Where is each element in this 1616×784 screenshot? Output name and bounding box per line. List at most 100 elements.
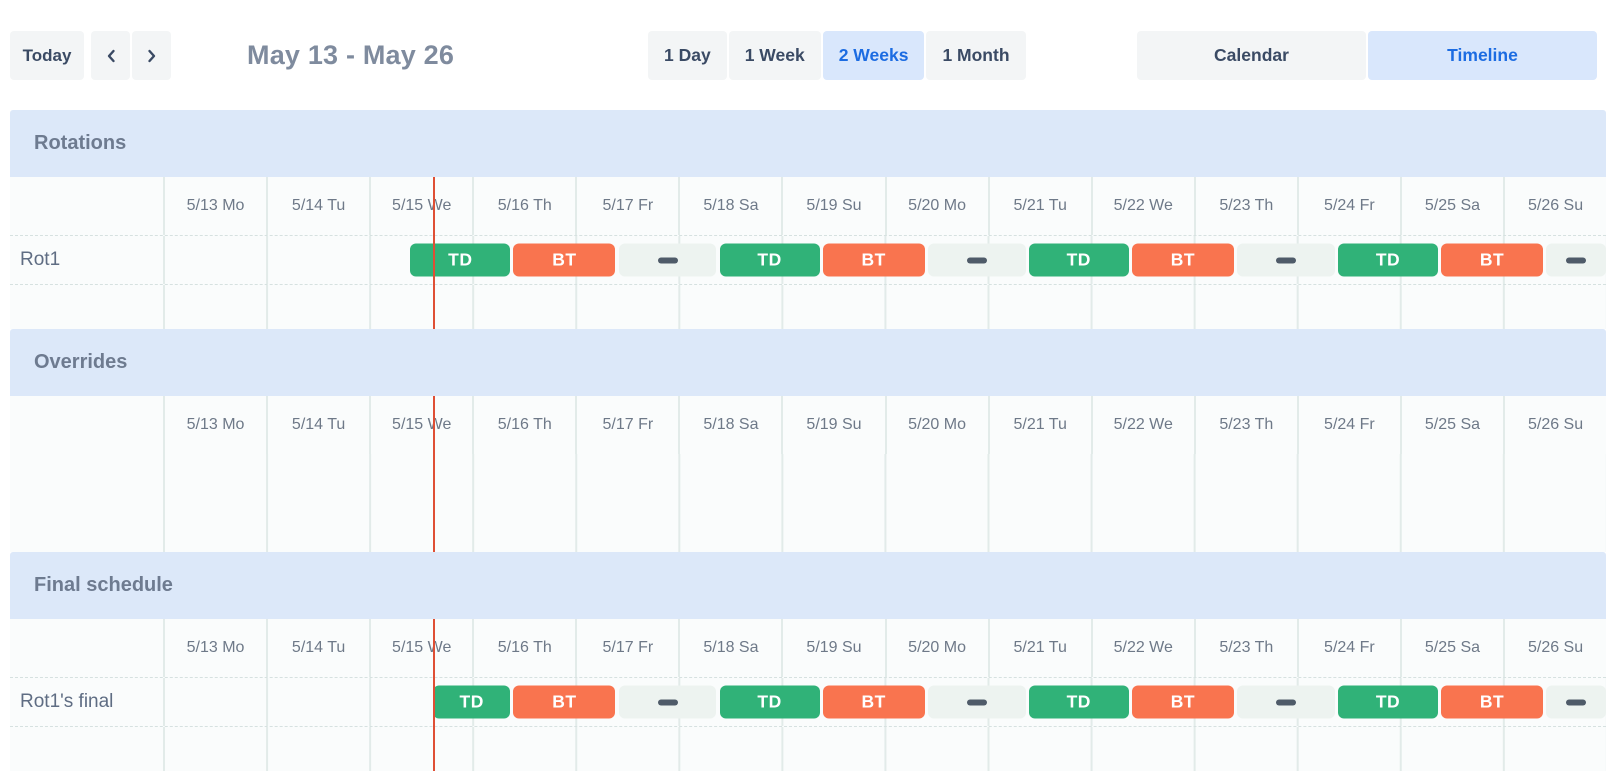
shift-bar-td[interactable]: TD [1338, 243, 1438, 277]
date-header-cell: 5/23 Th [1193, 619, 1297, 677]
schedule-row: Rot1's final TD BT TD BT TD BT TD BT [10, 677, 1606, 727]
view-1-month-button[interactable]: 1 Month [926, 31, 1026, 80]
section-header-rotations: Rotations [10, 110, 1606, 177]
empty-row-spacer [10, 454, 163, 552]
shift-bar-bt[interactable]: BT [1441, 685, 1544, 719]
schedule-lane: TD BT TD BT TD BT TD BT [163, 678, 1606, 726]
date-header-cell: 5/25 Sa [1399, 396, 1503, 454]
date-header-cell: 5/22 We [1090, 619, 1194, 677]
gap-indicator [1237, 685, 1335, 719]
shift-bar-td[interactable]: TD [719, 243, 820, 277]
empty-lane [163, 285, 1606, 329]
gap-indicator [1237, 243, 1335, 277]
date-header-cell: 5/15 We [369, 619, 472, 677]
timeline-mode-button[interactable]: Timeline [1368, 31, 1597, 80]
shift-bar-td[interactable]: TD [719, 685, 820, 719]
shift-bar-bt[interactable]: BT [1131, 685, 1234, 719]
dash-icon [657, 257, 678, 263]
current-time-indicator [433, 619, 436, 771]
schedule-row: Rot1 TD BT TD BT TD BT TD BT [10, 235, 1606, 285]
date-header-cell: 5/17 Fr [575, 177, 678, 235]
date-header-spacer [10, 619, 163, 677]
current-time-indicator [433, 177, 436, 329]
shift-bar-td[interactable]: TD [433, 685, 511, 719]
shift-bar-bt[interactable]: BT [1441, 243, 1544, 277]
dash-icon [657, 699, 678, 705]
chevron-left-icon [105, 48, 117, 64]
chevron-right-icon [146, 48, 158, 64]
shift-bar-bt[interactable]: BT [822, 243, 925, 277]
date-header-row: 5/13 Mo 5/14 Tu 5/15 We 5/16 Th 5/17 Fr 5/18 … [10, 177, 1606, 235]
shift-bar-td[interactable]: TD [1028, 685, 1129, 719]
mode-switcher: Calendar Timeline [1137, 31, 1597, 80]
date-header-cell: 5/14 Tu [266, 177, 369, 235]
dash-icon [1275, 699, 1296, 705]
shift-bar-td[interactable]: TD [410, 243, 511, 277]
date-range-title: May 13 - May 26 [247, 40, 455, 70]
date-header-cell: 5/20 Mo [884, 177, 988, 235]
gap-indicator [1546, 243, 1606, 277]
empty-body-row [10, 454, 1606, 552]
today-button[interactable]: Today [10, 31, 84, 80]
dash-icon [1275, 257, 1296, 263]
gap-indicator [618, 243, 717, 277]
prev-button[interactable] [91, 31, 130, 80]
shift-bar-td[interactable]: TD [1338, 685, 1438, 719]
view-switcher: 1 Day 1 Week 2 Weeks 1 Month [648, 31, 1026, 80]
date-header-cell: 5/22 We [1090, 177, 1194, 235]
date-header-cell: 5/21 Tu [987, 396, 1091, 454]
shift-bar-td[interactable]: TD [1028, 243, 1129, 277]
date-header-cell: 5/13 Mo [163, 619, 266, 677]
calendar-mode-button[interactable]: Calendar [1137, 31, 1366, 80]
date-header-cell: 5/13 Mo [163, 396, 266, 454]
date-header-cell: 5/22 We [1090, 396, 1194, 454]
gap-indicator [927, 243, 1026, 277]
section-grid-overrides: 5/13 Mo 5/14 Tu 5/15 We 5/16 Th 5/17 Fr 5/18 … [10, 396, 1606, 552]
date-header-spacer [10, 396, 163, 454]
schedule-timeline: Rotations 5/13 Mo 5/14 Tu 5/15 We 5/16 Th 5/1… [10, 110, 1606, 771]
date-header-cell: 5/23 Th [1193, 396, 1297, 454]
date-header-cell: 5/14 Tu [266, 619, 369, 677]
date-header-cell: 5/17 Fr [575, 619, 678, 677]
date-nav-group [91, 31, 171, 80]
date-header-cell: 5/18 Sa [678, 619, 781, 677]
schedule-lane: TD BT TD BT TD BT TD BT [163, 236, 1606, 284]
date-header-cell: 5/24 Fr [1296, 619, 1400, 677]
empty-trailing-row [10, 727, 1606, 771]
date-header-cell: 5/17 Fr [575, 396, 678, 454]
view-1-day-button[interactable]: 1 Day [648, 31, 727, 80]
date-header-cell: 5/24 Fr [1296, 396, 1400, 454]
dash-icon [966, 699, 987, 705]
next-button[interactable] [132, 31, 171, 80]
date-header-cell: 5/16 Th [472, 177, 575, 235]
date-header-cell: 5/20 Mo [884, 619, 988, 677]
empty-lane [163, 454, 1606, 552]
shift-bar-bt[interactable]: BT [822, 685, 925, 719]
view-2-weeks-button[interactable]: 2 Weeks [822, 31, 925, 80]
row-label: Rot1's final [20, 691, 114, 712]
date-header-spacer [10, 177, 163, 235]
empty-trailing-row [10, 285, 1606, 329]
shift-bar-bt[interactable]: BT [513, 685, 616, 719]
date-header-cell: 5/25 Sa [1399, 177, 1503, 235]
empty-row-spacer [10, 727, 163, 771]
shift-bar-bt[interactable]: BT [1131, 243, 1234, 277]
gap-indicator [1546, 685, 1606, 719]
dash-icon [1566, 699, 1587, 705]
shift-bar-bt[interactable]: BT [513, 243, 616, 277]
dash-icon [1566, 257, 1587, 263]
section-header-final-schedule: Final schedule [10, 552, 1606, 619]
date-header-cell: 5/26 Su [1503, 177, 1606, 235]
date-header-cell: 5/15 We [369, 177, 472, 235]
view-1-week-button[interactable]: 1 Week [728, 31, 821, 80]
date-header-cell: 5/19 Su [781, 396, 884, 454]
date-header-cell: 5/21 Tu [987, 619, 1091, 677]
date-header-cell: 5/18 Sa [678, 396, 781, 454]
date-header-cell: 5/19 Su [781, 177, 884, 235]
dash-icon [966, 257, 987, 263]
current-time-indicator [433, 396, 436, 552]
date-header-cell: 5/14 Tu [266, 396, 369, 454]
date-header-cell: 5/18 Sa [678, 177, 781, 235]
date-header-cell: 5/26 Su [1503, 619, 1606, 677]
row-label: Rot1 [20, 249, 61, 270]
